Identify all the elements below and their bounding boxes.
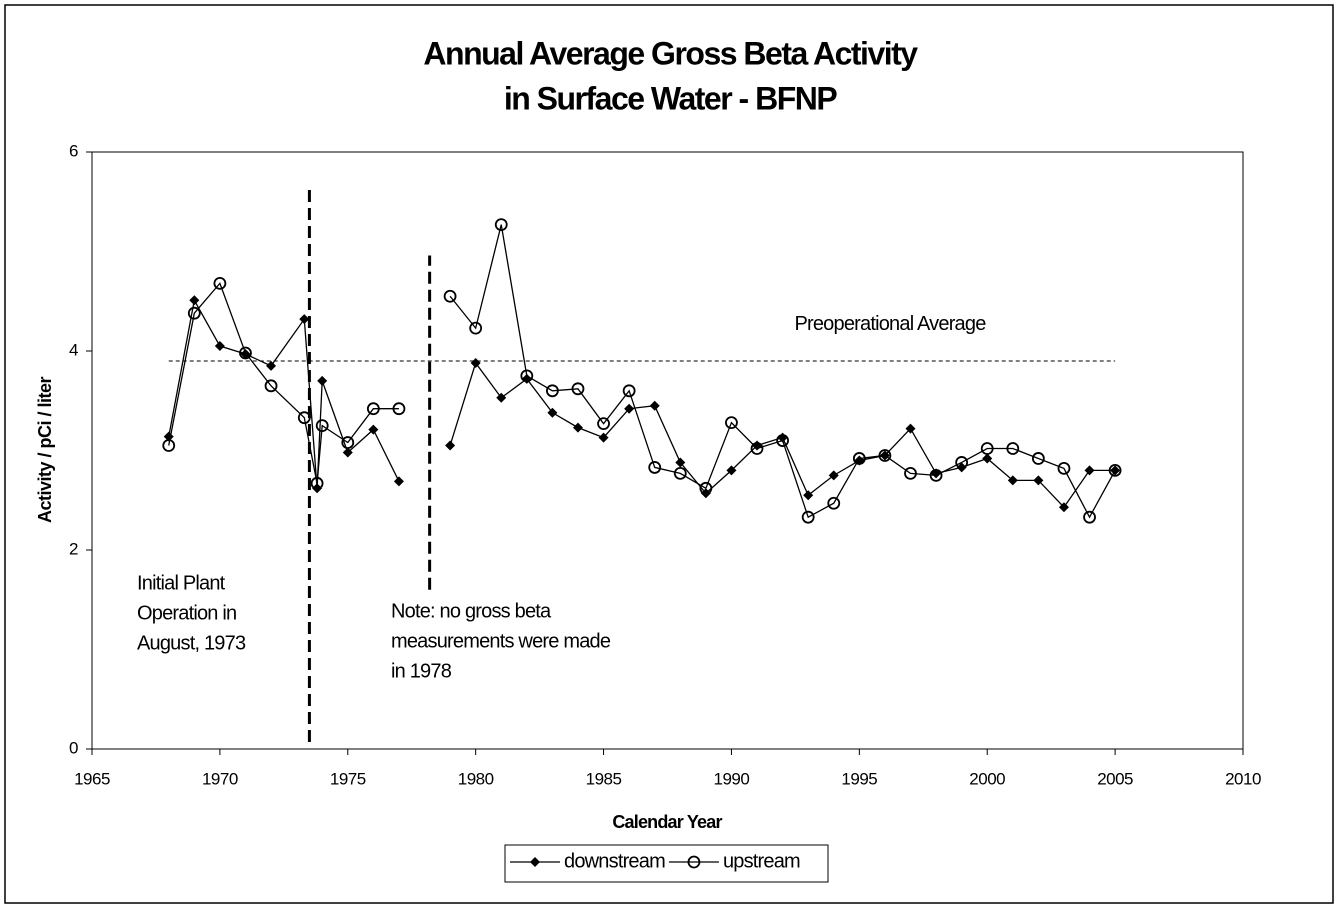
legend-label: downstream	[564, 850, 665, 872]
point-marker	[597, 417, 610, 431]
point-marker	[520, 369, 534, 383]
chart-title: Annual Average Gross Beta Activity	[423, 35, 918, 71]
point-marker	[624, 403, 635, 414]
point-marker	[827, 496, 841, 510]
point-marker	[342, 447, 353, 458]
point-marker	[878, 449, 892, 462]
annotation: measurements were made	[391, 630, 611, 652]
point-marker	[266, 360, 277, 371]
legend-marker	[530, 857, 540, 867]
point-marker	[443, 289, 457, 303]
point-marker	[982, 453, 993, 464]
annotation: Operation in	[137, 602, 236, 624]
point-marker	[675, 457, 686, 468]
point-marker	[1084, 465, 1095, 476]
point-marker	[214, 341, 225, 352]
point-marker	[572, 422, 583, 433]
point-marker	[1058, 502, 1069, 513]
point-marker	[546, 384, 559, 398]
point-marker	[162, 439, 176, 452]
point-marker	[1031, 452, 1045, 465]
point-marker	[649, 400, 660, 411]
point-marker	[905, 423, 916, 434]
plot-area	[91, 151, 1244, 750]
point-marker	[571, 382, 585, 396]
point-marker	[341, 436, 355, 449]
x-tick-label: 1965	[74, 769, 110, 788]
x-tick-label: 1970	[202, 769, 238, 788]
point-marker	[750, 442, 764, 455]
x-tick-label: 2005	[1097, 769, 1133, 788]
x-tick-label: 2010	[1225, 769, 1261, 788]
x-tick-label: 1985	[586, 769, 622, 788]
point-marker	[673, 466, 687, 480]
point-marker	[725, 416, 738, 430]
point-marker	[366, 402, 380, 416]
point-marker	[239, 346, 252, 360]
point-marker	[648, 461, 662, 474]
x-axis-title: Calendar Year	[612, 812, 722, 832]
point-marker	[445, 440, 456, 451]
y-tick-label: 0	[69, 738, 78, 757]
point-marker	[852, 452, 866, 465]
x-tick-label: 1975	[330, 769, 366, 788]
point-marker	[955, 456, 969, 469]
annotation: Note: no gross beta	[391, 600, 552, 622]
point-marker	[213, 276, 227, 290]
point-marker	[264, 379, 278, 393]
y-tick-label: 4	[69, 340, 78, 359]
x-tick-label: 1990	[714, 769, 750, 788]
y-tick-label: 6	[69, 141, 78, 160]
point-marker	[392, 402, 406, 416]
point-marker	[828, 470, 839, 481]
legend-label: upstream	[723, 850, 800, 872]
point-marker	[1083, 510, 1096, 524]
point-marker	[1057, 462, 1071, 475]
chart-frame	[4, 4, 1334, 904]
point-marker	[801, 510, 815, 524]
point-marker	[1033, 475, 1044, 486]
annotation: August, 1973	[137, 632, 246, 654]
point-marker	[317, 375, 328, 386]
point-marker	[726, 465, 737, 476]
point-marker	[315, 419, 329, 433]
point-marker	[1108, 463, 1122, 477]
y-tick-label: 2	[69, 539, 78, 558]
point-marker	[299, 314, 310, 325]
series-line	[168, 224, 1116, 519]
point-marker	[1007, 475, 1018, 486]
point-marker	[494, 218, 508, 232]
point-marker	[803, 490, 814, 501]
point-marker	[904, 466, 917, 480]
annotation: Initial Plant	[137, 572, 226, 594]
chart-title: in Surface Water - BFNP	[504, 80, 838, 116]
point-marker	[699, 481, 713, 495]
point-marker	[470, 357, 481, 368]
point-marker	[980, 442, 994, 455]
point-marker	[310, 476, 324, 490]
point-marker	[189, 295, 200, 306]
point-marker	[1006, 442, 1020, 455]
annotation: in 1978	[391, 660, 452, 682]
reference-label: Preoperational Average	[794, 313, 986, 335]
y-axis-title: Activity / pCi / liter	[35, 376, 55, 523]
x-tick-label: 1995	[841, 769, 877, 788]
point-marker	[598, 432, 609, 443]
point-marker	[393, 476, 404, 487]
point-marker	[187, 306, 201, 320]
point-marker	[547, 407, 558, 418]
point-marker	[496, 392, 507, 403]
legend-box	[504, 844, 829, 883]
legend: downstream upstream	[504, 844, 829, 883]
point-marker	[469, 321, 483, 335]
point-marker	[776, 434, 789, 447]
legend-marker	[687, 855, 701, 869]
point-marker	[622, 384, 636, 398]
point-marker	[368, 424, 379, 435]
x-tick-label: 2000	[969, 769, 1005, 788]
point-marker	[929, 468, 943, 482]
x-tick-label: 1980	[458, 769, 494, 788]
point-marker	[297, 411, 311, 425]
